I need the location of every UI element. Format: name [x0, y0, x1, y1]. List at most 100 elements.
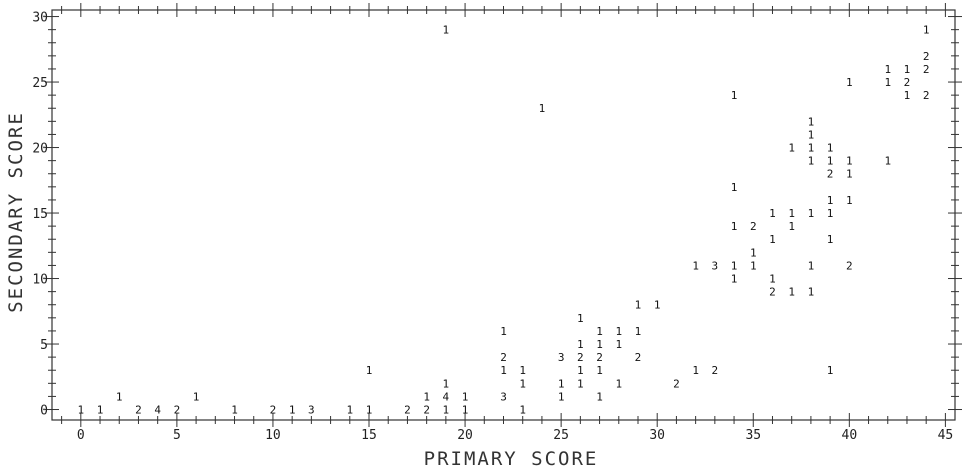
- data-point: 1: [788, 142, 795, 155]
- data-point: 1: [558, 390, 565, 403]
- data-point: 2: [174, 404, 181, 417]
- data-point: 1: [904, 89, 911, 102]
- data-point: 2: [270, 404, 277, 417]
- data-point: 1: [731, 181, 738, 194]
- data-point: 2: [500, 351, 507, 364]
- data-point: 1: [366, 404, 373, 417]
- axis-ticks: [45, 3, 962, 427]
- data-point: 1: [346, 404, 353, 417]
- data-point: 1: [366, 364, 373, 377]
- data-point: 2: [923, 63, 930, 76]
- data-point: 1: [827, 155, 834, 168]
- data-point: 1: [692, 259, 699, 272]
- data-point: 1: [827, 142, 834, 155]
- data-point: 1: [577, 338, 584, 351]
- data-point: 2: [596, 351, 603, 364]
- data-point: 1: [884, 155, 891, 168]
- data-point: 1: [846, 76, 853, 89]
- x-tick-label: 20: [457, 428, 473, 443]
- data-point: 1: [808, 128, 815, 141]
- data-point: 2: [635, 351, 642, 364]
- data-point: 1: [827, 207, 834, 220]
- data-point: 1: [577, 312, 584, 325]
- x-tick-label: 35: [745, 428, 761, 443]
- data-point: 1: [78, 404, 85, 417]
- data-point: 2: [673, 377, 680, 390]
- data-point: 2: [423, 404, 430, 417]
- x-tick-labels: 0 5 10 15 20 25 30 35 40 45: [77, 428, 953, 443]
- y-tick-label: 0: [40, 404, 48, 419]
- data-point: 1: [500, 325, 507, 338]
- data-point: 1: [462, 404, 469, 417]
- y-tick-label: 5: [40, 338, 48, 353]
- data-point: 1: [596, 325, 603, 338]
- data-point: 1: [519, 364, 526, 377]
- data-point: 1: [443, 377, 450, 390]
- data-point: 1: [808, 259, 815, 272]
- y-tick-label: 10: [32, 273, 48, 288]
- x-tick-label: 15: [361, 428, 377, 443]
- data-point: 1: [231, 404, 238, 417]
- data-point: 1: [519, 377, 526, 390]
- data-point: 1: [615, 377, 622, 390]
- data-point: 4: [443, 390, 450, 403]
- data-point: 1: [769, 233, 776, 246]
- data-point: 1: [731, 259, 738, 272]
- data-point: 3: [500, 390, 507, 403]
- data-point: 2: [904, 76, 911, 89]
- x-tick-label: 10: [265, 428, 281, 443]
- data-point: 1: [443, 24, 450, 37]
- data-point: 1: [615, 325, 622, 338]
- data-point: 1: [808, 286, 815, 299]
- data-point: 1: [808, 115, 815, 128]
- data-point: 1: [596, 338, 603, 351]
- data-point: 1: [97, 404, 104, 417]
- y-tick-labels: 0 5 10 15 20 25 30: [32, 11, 48, 419]
- data-point: 1: [750, 246, 757, 259]
- data-point: 1: [846, 168, 853, 181]
- x-tick-label: 0: [77, 428, 85, 443]
- data-point: 1: [884, 76, 891, 89]
- data-point: 1: [788, 286, 795, 299]
- data-point: 2: [846, 259, 853, 272]
- data-point: 1: [827, 194, 834, 207]
- data-point: 1: [788, 207, 795, 220]
- data-point: 1: [539, 102, 546, 115]
- data-point: 1: [462, 390, 469, 403]
- y-tick-label: 25: [32, 76, 48, 91]
- data-point: 1: [904, 63, 911, 76]
- data-point: 2: [577, 351, 584, 364]
- data-point: 2: [135, 404, 142, 417]
- data-point: 1: [596, 364, 603, 377]
- y-tick-label: 30: [32, 11, 48, 26]
- x-tick-label: 40: [842, 428, 858, 443]
- data-point: 1: [884, 63, 891, 76]
- x-tick-label: 45: [938, 428, 954, 443]
- data-point: 1: [731, 273, 738, 286]
- data-point: 2: [404, 404, 411, 417]
- data-point: 1: [808, 155, 815, 168]
- data-point: 1: [519, 404, 526, 417]
- data-point: 1: [827, 233, 834, 246]
- data-point: 1: [615, 338, 622, 351]
- x-axis-title: PRIMARY SCORE: [424, 448, 599, 470]
- data-point: 1: [923, 24, 930, 37]
- data-point: 1: [827, 364, 834, 377]
- x-tick-label: 5: [173, 428, 181, 443]
- data-point: 1: [289, 404, 296, 417]
- data-point: 2: [923, 89, 930, 102]
- data-point: 1: [769, 207, 776, 220]
- data-point: 2: [712, 364, 719, 377]
- data-point: 1: [577, 377, 584, 390]
- data-point: 2: [923, 50, 930, 63]
- data-point: 1: [846, 194, 853, 207]
- data-point: 1: [808, 142, 815, 155]
- data-point: 1: [769, 273, 776, 286]
- data-point: 2: [750, 220, 757, 233]
- data-point: 1: [635, 299, 642, 312]
- y-axis-title: SECONDARY SCORE: [5, 111, 27, 313]
- x-tick-label: 25: [553, 428, 569, 443]
- data-point: 4: [154, 404, 161, 417]
- data-point: 3: [558, 351, 565, 364]
